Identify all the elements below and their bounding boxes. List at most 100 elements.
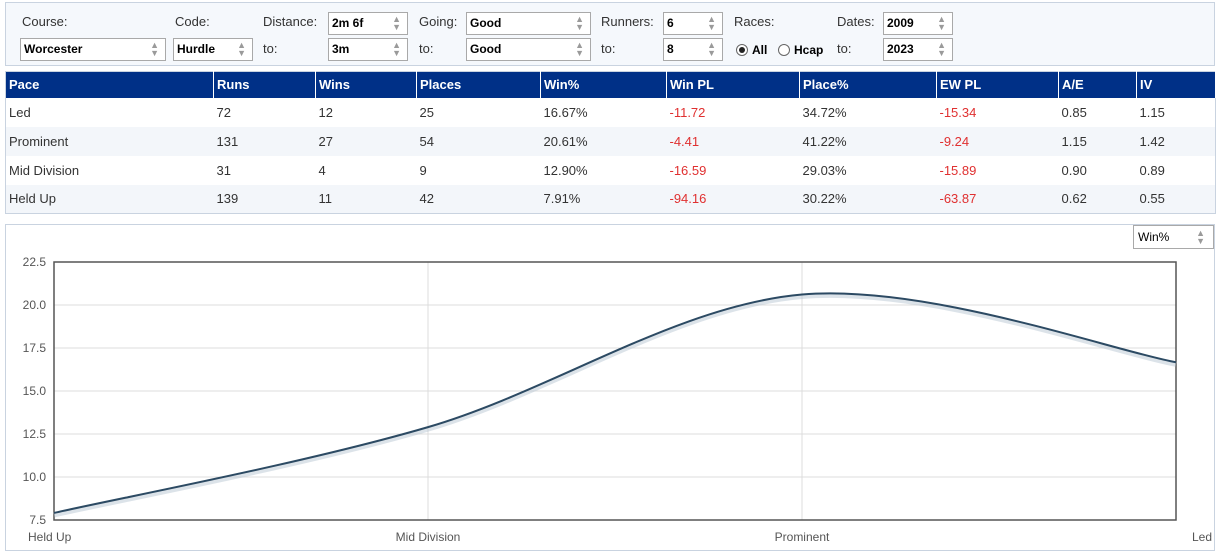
column-header-iv[interactable]: IV (1136, 71, 1216, 98)
distance-to-label: to: (263, 41, 278, 56)
table-cell: 139 (213, 184, 316, 214)
table-row: Prominent 131 27 54 20.61% -4.41 41.22% -9.24 1.… (5, 126, 1216, 156)
table-cell: 0.90 (1061, 162, 1087, 178)
going-to-label: to: (419, 41, 434, 56)
y-tick-label: 22.5 (23, 255, 47, 269)
code-select-value: Hurdle (177, 42, 216, 56)
course-select[interactable]: Worcester ▲ ▼ (20, 38, 166, 61)
going-to-select[interactable]: Good ▲ ▼ (466, 38, 591, 61)
table-cell: 0.62 (1058, 184, 1137, 214)
select-arrows-icon: ▲ ▼ (575, 40, 584, 58)
table-cell: -63.87 (936, 184, 1059, 214)
table-cell: 7.91% (540, 184, 667, 214)
x-tick-label: Prominent (775, 530, 830, 544)
dates-to-label: to: (837, 41, 852, 56)
distance-to-value: 3m (332, 42, 350, 56)
going-label: Going: (419, 14, 458, 29)
table-cell: 34.72% (802, 104, 847, 120)
races-hcap-radio[interactable]: Hcap (778, 43, 823, 57)
races-hcap-label: Hcap (794, 43, 824, 57)
table-cell: 25 (419, 104, 434, 120)
code-label: Code: (175, 14, 210, 29)
table-cell: 16.67% (543, 104, 588, 120)
course-select-value: Worcester (24, 42, 83, 56)
dates-label: Dates: (837, 14, 875, 29)
dates-to-value: 2023 (887, 42, 914, 56)
select-arrows-icon: ▲ ▼ (150, 40, 159, 58)
table-row: Led 72 12 25 16.67% -11.72 34.72% -15.34 0.85 1.1… (6, 98, 1216, 127)
table-cell: -16.59 (669, 162, 707, 178)
runners-to-select[interactable]: 8 ▲ ▼ (663, 38, 723, 61)
x-tick-label: Led (1192, 530, 1212, 544)
distance-from-value: 2m 6f (332, 16, 364, 30)
races-all-radio[interactable]: All (736, 43, 767, 57)
chart-metric-value: Win% (1138, 230, 1170, 244)
y-tick-label: 12.5 (23, 427, 47, 441)
select-arrows-icon: ▲ ▼ (937, 14, 946, 32)
table-cell: 11 (315, 184, 417, 214)
chart-metric-select[interactable]: Win% ▲ ▼ (1133, 225, 1214, 249)
select-arrows-icon: ▲ ▼ (1196, 228, 1205, 246)
table-cell: 42 (416, 184, 541, 214)
y-tick-label: 20.0 (23, 298, 47, 312)
distance-label: Distance: (263, 14, 318, 29)
going-to-value: Good (470, 42, 502, 56)
filter-panel: Course: Worcester ▲ ▼ Code: Hurdle ▲ ▼ Dis… (5, 2, 1215, 66)
table-row: Held Up 139 11 42 7.91% -94.16 30.22% -63.87 0.6… (5, 184, 1216, 214)
table-cell: 1.15 (1058, 126, 1137, 156)
races-all-label: All (752, 43, 768, 57)
column-header-wins[interactable]: Wins (315, 71, 417, 98)
column-header-win-[interactable]: Win% (540, 71, 667, 98)
table-cell: -15.89 (939, 162, 977, 178)
table-cell: 4 (318, 162, 326, 178)
select-arrows-icon: ▲ ▼ (707, 40, 716, 58)
table-cell: Led (9, 104, 31, 120)
y-tick-label: 10.0 (23, 470, 47, 484)
table-header-row: Pace Runs Wins Places Win% Win PL Place% EW PL A… (5, 71, 1216, 98)
table-cell: 72 (216, 104, 231, 120)
distance-from-select[interactable]: 2m 6f ▲ ▼ (328, 12, 408, 35)
runners-to-value: 8 (667, 42, 674, 56)
table-cell: -94.16 (666, 184, 800, 214)
table-cell: 1.15 (1139, 104, 1165, 120)
code-select[interactable]: Hurdle ▲ ▼ (173, 38, 253, 61)
series-line (53, 292, 1177, 514)
table-cell: -11.72 (669, 104, 706, 120)
table-cell: 20.61% (540, 126, 667, 156)
column-header-pace[interactable]: Pace (5, 71, 214, 98)
column-header-ew-pl[interactable]: EW PL (936, 71, 1059, 98)
table-cell: 30.22% (799, 184, 937, 214)
plot-border (53, 261, 1177, 521)
table-cell: 54 (416, 126, 541, 156)
dates-to-select[interactable]: 2023 ▲ ▼ (883, 38, 953, 61)
table-cell: 9 (419, 162, 427, 178)
radio-unselected-icon (778, 44, 790, 56)
going-from-select[interactable]: Good ▲ ▼ (466, 12, 591, 35)
column-header-places[interactable]: Places (416, 71, 541, 98)
table-cell: 41.22% (799, 126, 937, 156)
table-cell: Prominent (5, 126, 214, 156)
select-arrows-icon: ▲ ▼ (392, 40, 401, 58)
table-cell: Held Up (5, 184, 214, 214)
table-row: Mid Division 31 4 9 12.90% -16.59 29.03% -15.89… (6, 156, 1216, 185)
x-tick-label: Held Up (28, 530, 72, 544)
column-header-win-pl[interactable]: Win PL (666, 71, 800, 98)
table-cell: -15.34 (939, 104, 977, 120)
runners-from-select[interactable]: 6 ▲ ▼ (663, 12, 723, 35)
column-header-place-[interactable]: Place% (799, 71, 937, 98)
column-header-a-e[interactable]: A/E (1058, 71, 1137, 98)
distance-to-select[interactable]: 3m ▲ ▼ (328, 38, 408, 61)
series-line-shadow (53, 292, 1177, 518)
table-cell: 12 (318, 104, 333, 120)
table-cell: 131 (213, 126, 316, 156)
y-tick-label: 17.5 (23, 341, 47, 355)
radio-selected-icon (736, 44, 748, 56)
column-header-runs[interactable]: Runs (213, 71, 316, 98)
table-cell: 1.42 (1136, 126, 1216, 156)
select-arrows-icon: ▲ ▼ (392, 14, 401, 32)
dates-from-select[interactable]: 2009 ▲ ▼ (883, 12, 953, 35)
select-arrows-icon: ▲ ▼ (575, 14, 584, 32)
select-arrows-icon: ▲ ▼ (937, 40, 946, 58)
going-from-value: Good (470, 16, 502, 30)
runners-to-label: to: (601, 41, 616, 56)
